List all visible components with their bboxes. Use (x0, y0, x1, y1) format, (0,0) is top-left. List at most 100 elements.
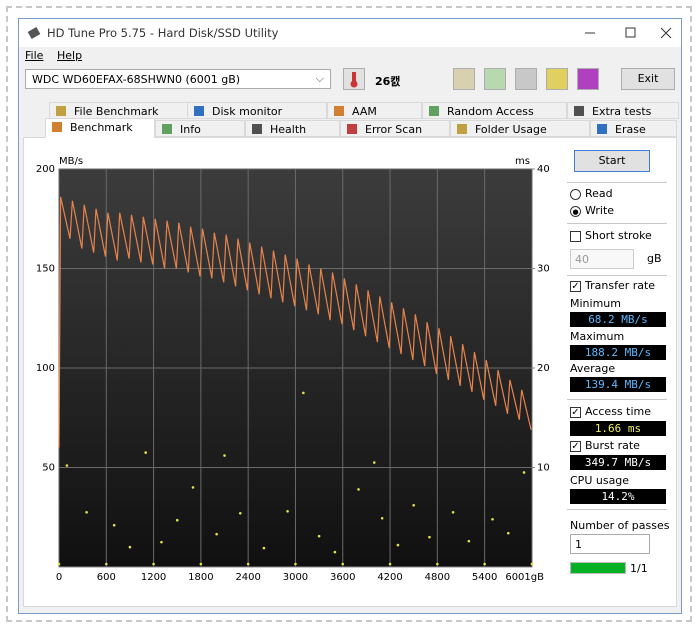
passes-input[interactable]: 1 (570, 534, 650, 554)
tab[interactable]: Extra tests (567, 102, 679, 119)
check-mark: ✓ (571, 407, 580, 418)
frame (6, 6, 692, 622)
separator (567, 509, 667, 510)
read-label: Read (585, 187, 613, 200)
transfer-rate-label: Transfer rate (585, 279, 656, 292)
tab-icon (457, 124, 467, 134)
average-value: 139.4 MB/s (570, 377, 666, 392)
y-tick-label: 150 (36, 264, 55, 275)
tab[interactable]: File Benchmark (49, 102, 199, 119)
access-time-point (152, 562, 155, 566)
drive-select[interactable]: WDC WD60EFAX-68SHWN0 (6001 gB) ⌵ (25, 69, 331, 89)
thermometer-icon (350, 72, 358, 88)
menu-file[interactable]: File (25, 49, 44, 62)
tab[interactable]: AAM (327, 102, 422, 119)
x-tick-label: 2400 (235, 572, 260, 583)
tab[interactable]: Error Scan (340, 120, 450, 137)
save-button[interactable] (577, 68, 599, 90)
title-bar: HD Tune Pro 5.75 - Hard Disk/SSD Utility (19, 19, 681, 47)
y2-tick-label: 40 (537, 164, 550, 175)
access-time-label: Access time (585, 405, 652, 418)
x-tick-label: 3600 (330, 572, 355, 583)
access-time-point (341, 562, 345, 566)
y2-tick-label: 20 (537, 363, 550, 374)
access-time-point (483, 562, 486, 566)
tab[interactable]: Info (155, 120, 245, 137)
tab-icon (429, 106, 439, 116)
drive-name: WDC WD60EFAX-68SHWN0 (6001 gB) (32, 73, 241, 86)
access-time-point (286, 509, 289, 513)
access-time-point (65, 464, 69, 467)
access-time-point (57, 562, 61, 566)
separator (567, 399, 667, 400)
short-stroke-checkbox[interactable] (570, 231, 581, 242)
access-time-point (372, 461, 376, 464)
menu-help[interactable]: Help (57, 49, 83, 62)
tab-icon (162, 124, 172, 134)
write-radio[interactable]: ● (570, 206, 581, 217)
access-time-point (144, 451, 148, 454)
stroke-size-input[interactable]: 40 (570, 249, 634, 269)
window: HD Tune Pro 5.75 - Hard Disk/SSD Utility… (18, 18, 682, 614)
burst-rate-label: Burst rate (585, 439, 640, 452)
y-axis-label: MB/s (59, 156, 83, 167)
cpu-usage-label: CPU usage (570, 474, 630, 487)
options-button[interactable] (546, 68, 568, 90)
access-time-point (506, 531, 510, 535)
check-mark: ● (572, 208, 579, 216)
exit-button[interactable]: Exit (621, 68, 675, 90)
progress-bar (570, 562, 626, 574)
check-mark: ✓ (571, 441, 580, 452)
y2-tick-label: 30 (537, 264, 550, 275)
access-time-point (223, 454, 226, 457)
tab-icon (194, 106, 204, 116)
screenshot-button[interactable] (515, 68, 537, 90)
tab[interactable]: Random Access (422, 102, 567, 119)
average-label: Average (570, 362, 616, 375)
access-time-point (428, 535, 431, 539)
window-controls[interactable] (579, 26, 679, 40)
tab[interactable]: Folder Usage (450, 120, 590, 137)
temperature-button[interactable] (343, 68, 365, 90)
copy-button[interactable] (453, 68, 475, 90)
tab[interactable]: Erase (590, 120, 677, 137)
transfer-rate-checkbox[interactable]: ✓ (570, 281, 581, 292)
start-button[interactable]: Start (574, 150, 650, 172)
access-time-point (412, 504, 415, 507)
access-time-point (262, 546, 266, 550)
access-time-checkbox[interactable]: ✓ (570, 407, 581, 418)
stroke-unit: gB (647, 252, 662, 265)
window-title: HD Tune Pro 5.75 - Hard Disk/SSD Utility (47, 26, 279, 40)
access-time-point (436, 562, 439, 566)
x-tick-label: 4800 (425, 572, 450, 583)
tab[interactable]: Benchmark (45, 118, 155, 138)
tab[interactable]: Disk monitor (187, 102, 327, 119)
read-radio[interactable] (570, 189, 581, 200)
tab-icon (347, 124, 357, 134)
access-time-point (530, 562, 534, 566)
y-tick-label: 200 (36, 164, 55, 175)
y2-tick-label: 10 (537, 463, 550, 474)
access-time-point (160, 540, 163, 544)
dropdown-arrow: ⌵ (315, 72, 324, 85)
copy-all-button[interactable] (484, 68, 506, 90)
access-time-point (302, 391, 305, 395)
access-time-point (238, 511, 242, 515)
transfer-rate-line (58, 196, 532, 448)
short-stroke-label: Short stroke (585, 229, 652, 242)
x-tick-label: 1200 (141, 572, 166, 583)
access-time-point (104, 562, 108, 566)
burst-rate-checkbox[interactable]: ✓ (570, 441, 581, 452)
tab-icon (334, 106, 344, 116)
check-mark: ✓ (571, 281, 580, 292)
tab[interactable]: Health (245, 120, 340, 137)
access-time-point (294, 562, 297, 566)
separator (567, 182, 667, 183)
app-icon (27, 27, 41, 39)
write-label: Write (585, 204, 615, 217)
access-time-point (246, 562, 250, 566)
x-tick-label: 6001gB (505, 572, 544, 583)
temperature: 26캜 (375, 75, 401, 88)
y-tick-label: 50 (42, 463, 55, 474)
access-time-point (451, 510, 455, 514)
